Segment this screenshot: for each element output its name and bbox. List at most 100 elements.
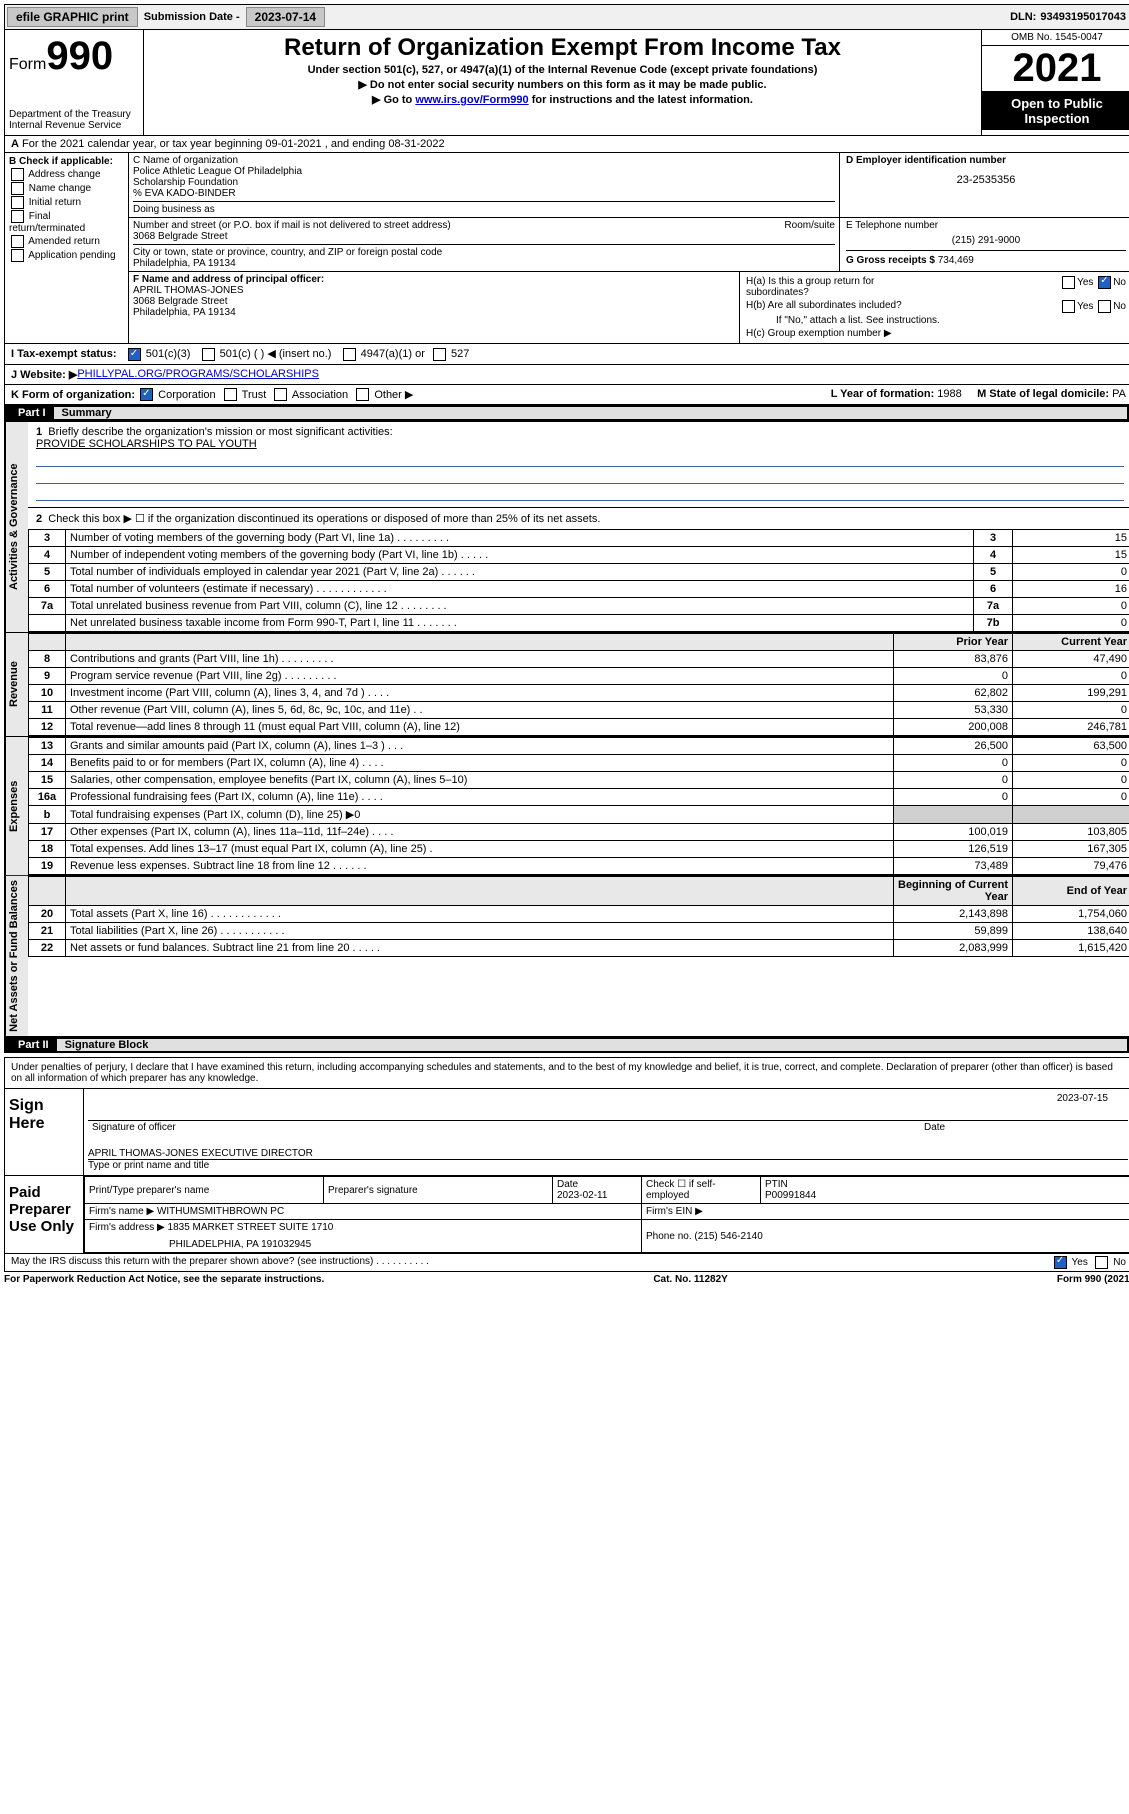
cb-amended[interactable] <box>11 235 24 248</box>
hb-no: No <box>1113 301 1126 312</box>
website-link[interactable]: PHILLYPAL.ORG/PROGRAMS/SCHOLARSHIPS <box>77 368 319 381</box>
cb-discuss-yes[interactable] <box>1054 1256 1067 1269</box>
vtab-expenses: Expenses <box>5 737 28 875</box>
hb-yes: Yes <box>1077 301 1093 312</box>
c-address-block: Number and street (or P.O. box if mail i… <box>129 218 840 271</box>
gross-receipts-label: G Gross receipts $ <box>846 255 938 266</box>
lbl-initial-return: Initial return <box>29 197 81 208</box>
table-row: 20Total assets (Part X, line 16) . . . .… <box>29 906 1129 923</box>
form-prefix: Form <box>9 56 46 73</box>
city-label: City or town, state or province, country… <box>133 244 835 258</box>
expenses-block: Expenses 13Grants and similar amounts pa… <box>4 737 1129 876</box>
sub3-pre: ▶ Go to <box>372 94 415 106</box>
submission-date-button[interactable]: 2023-07-14 <box>246 7 325 27</box>
part-i-title: Summary <box>54 407 1127 419</box>
table-row: 14Benefits paid to or for members (Part … <box>29 755 1129 772</box>
i-label: I Tax-exempt status: <box>11 348 117 360</box>
lbl-amended: Amended return <box>28 236 100 247</box>
vtab-balances: Net Assets or Fund Balances <box>5 876 28 1036</box>
ha-label: H(a) Is this a group return for subordin… <box>746 276 926 298</box>
l-label: L Year of formation: <box>831 388 938 400</box>
lbl-other: Other ▶ <box>374 389 413 401</box>
table-row: bTotal fundraising expenses (Part IX, co… <box>29 806 1129 824</box>
d-ein-label: D Employer identification number <box>846 155 1126 166</box>
j-label: J Website: ▶ <box>11 368 77 381</box>
vtab-governance: Activities & Governance <box>5 422 28 632</box>
lbl-address-change: Address change <box>28 169 100 180</box>
city-value: Philadelphia, PA 19134 <box>133 258 835 269</box>
omb-number: OMB No. 1545-0047 <box>982 30 1129 46</box>
table-row: 8Contributions and grants (Part VIII, li… <box>29 651 1129 668</box>
cb-ha-no[interactable] <box>1098 276 1111 289</box>
cb-address-change[interactable] <box>11 168 24 181</box>
lbl-501c: 501(c) ( ) ◀ (insert no.) <box>220 348 332 360</box>
balances-block: Net Assets or Fund Balances Beginning of… <box>4 876 1129 1037</box>
cb-name-change[interactable] <box>11 182 24 195</box>
lbl-4947: 4947(a)(1) or <box>361 348 425 360</box>
k-label: K Form of organization: <box>11 389 135 401</box>
table-row: Net unrelated business taxable income fr… <box>29 615 1129 632</box>
cb-pending[interactable] <box>11 249 24 262</box>
table-header-row: Prior YearCurrent Year <box>29 634 1129 651</box>
cb-corp[interactable] <box>140 388 153 401</box>
m-label: M State of legal domicile: <box>977 388 1112 400</box>
h-block: H(a) Is this a group return for subordin… <box>740 272 1129 343</box>
form-header: Form990 Department of the Treasury Inter… <box>4 30 1129 136</box>
lbl-corp: Corporation <box>158 389 215 401</box>
irs-label: Internal Revenue Service <box>9 120 139 131</box>
cb-other[interactable] <box>356 388 369 401</box>
cb-hb-yes[interactable] <box>1062 300 1075 313</box>
preparer-table: Print/Type preparer's name Preparer's si… <box>84 1176 1129 1253</box>
table-row: 15Salaries, other compensation, employee… <box>29 772 1129 789</box>
sig-date-label: Date <box>920 1121 1128 1134</box>
m-value: PA <box>1112 388 1126 400</box>
ptin-value: P00991844 <box>765 1190 816 1201</box>
dba-label: Doing business as <box>133 201 835 215</box>
col-b-title: B Check if applicable: <box>9 156 124 167</box>
part-i-header: Part I Summary <box>4 405 1129 421</box>
cat-no: Cat. No. 11282Y <box>653 1274 727 1285</box>
discuss-yes: Yes <box>1072 1257 1088 1268</box>
cb-527[interactable] <box>433 348 446 361</box>
lbl-527: 527 <box>451 348 469 360</box>
room-label: Room/suite <box>784 220 835 231</box>
table-row: 9Program service revenue (Part VIII, lin… <box>29 668 1129 685</box>
mission-label: Briefly describe the organization's miss… <box>48 426 392 438</box>
prep-h3: Date <box>557 1179 578 1190</box>
governance-block: Activities & Governance 1 Briefly descri… <box>4 421 1129 633</box>
cb-final-return[interactable] <box>11 210 24 223</box>
cb-assoc[interactable] <box>274 388 287 401</box>
cb-ha-yes[interactable] <box>1062 276 1075 289</box>
gross-receipts-value: 734,469 <box>938 255 974 266</box>
cb-501c3[interactable] <box>128 348 141 361</box>
lbl-name-change: Name change <box>29 183 91 194</box>
subtitle-3: ▶ Go to www.irs.gov/Form990 for instruct… <box>148 93 977 106</box>
line2-num: 2 <box>36 513 42 525</box>
signature-block: Under penalties of perjury, I declare th… <box>4 1057 1129 1254</box>
table-row: 17Other expenses (Part IX, column (A), l… <box>29 824 1129 841</box>
efile-button[interactable]: efile GRAPHIC print <box>7 7 138 27</box>
cb-initial-return[interactable] <box>11 196 24 209</box>
tax-year: 2021 <box>982 46 1129 92</box>
cb-501c[interactable] <box>202 348 215 361</box>
l-value: 1988 <box>937 388 961 400</box>
lbl-assoc: Association <box>292 389 348 401</box>
col-cd: C Name of organization Police Athletic L… <box>129 153 1129 343</box>
prep-date: 2023-02-11 <box>557 1190 607 1201</box>
line1-num: 1 <box>36 426 42 438</box>
prep-self-employed: Check ☐ if self-employed <box>642 1177 761 1204</box>
org-name-1: Police Athletic League Of Philadelphia <box>133 166 835 177</box>
cb-trust[interactable] <box>224 388 237 401</box>
mission-text: PROVIDE SCHOLARSHIPS TO PAL YOUTH <box>36 438 1124 450</box>
dln-label: DLN: <box>1006 11 1040 23</box>
instructions-link[interactable]: www.irs.gov/Form990 <box>415 94 528 106</box>
ptin-label: PTIN <box>765 1179 788 1190</box>
firm-addr2: PHILADELPHIA, PA 191032945 <box>89 1239 637 1250</box>
header-center: Return of Organization Exempt From Incom… <box>144 30 981 135</box>
cb-hb-no[interactable] <box>1098 300 1111 313</box>
mission-block: 1 Briefly describe the organization's mi… <box>28 422 1129 508</box>
cb-4947[interactable] <box>343 348 356 361</box>
cb-discuss-no[interactable] <box>1095 1256 1108 1269</box>
paid-preparer-label: Paid Preparer Use Only <box>5 1176 84 1253</box>
firm-phone-label: Phone no. <box>646 1231 694 1242</box>
